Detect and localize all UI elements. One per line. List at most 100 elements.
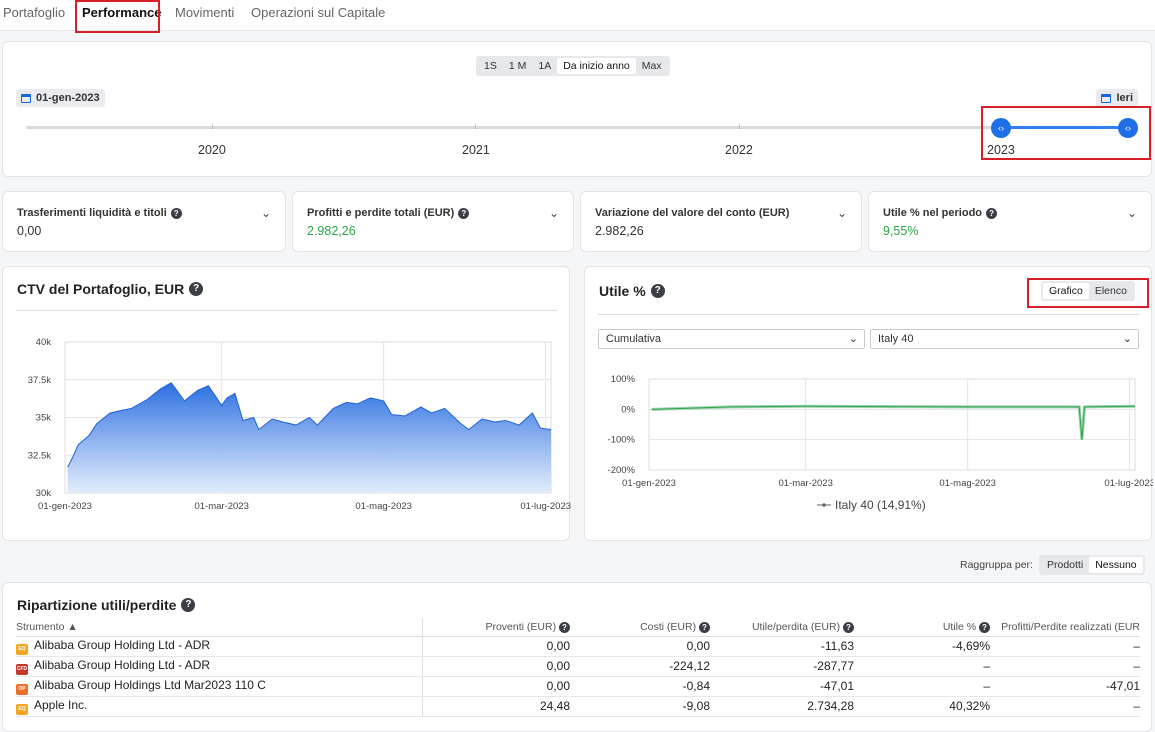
calendar-icon bbox=[1101, 93, 1112, 103]
view-grafico-button[interactable]: Grafico bbox=[1043, 283, 1089, 299]
x-tick-label: 01-lug-2023 bbox=[1104, 478, 1153, 489]
end-date-picker[interactable]: Ieri bbox=[1096, 89, 1138, 107]
col-utile-pct[interactable]: Utile % ? bbox=[854, 618, 990, 637]
cell-utile-pct: – bbox=[854, 656, 990, 677]
chevron-down-icon: ⌄ bbox=[848, 333, 858, 345]
instrument-name[interactable]: Apple Inc. bbox=[34, 697, 88, 712]
y-tick-label: 100% bbox=[611, 374, 636, 385]
help-icon[interactable]: ? bbox=[181, 598, 196, 612]
breakdown-table: Strumento ▲ Proventi (EUR) ? Costi (EUR)… bbox=[16, 618, 1140, 717]
range-start-handle[interactable]: ‹› bbox=[991, 118, 1011, 138]
x-tick-label: 01-mar-2023 bbox=[194, 501, 248, 512]
start-date-picker[interactable]: 01-gen-2023 bbox=[16, 89, 105, 107]
table-row[interactable]: OP Alibaba Group Holdings Ltd Mar2023 110… bbox=[16, 676, 1140, 697]
x-tick-label: 01-gen-2023 bbox=[622, 478, 676, 489]
kpi-value-period-return: 9,55% bbox=[883, 224, 919, 238]
kpi-label-total-pl: Profitti e perdite totali (EUR)? bbox=[307, 207, 470, 219]
col-costi[interactable]: Costi (EUR) ? bbox=[570, 618, 710, 637]
timeline-tick bbox=[739, 124, 740, 129]
cell-utile-pct: 40,32% bbox=[854, 696, 990, 717]
x-tick-label: 01-gen-2023 bbox=[38, 501, 92, 512]
cell-proventi: 24,48 bbox=[422, 696, 570, 717]
chevron-down-icon[interactable]: ⌄ bbox=[836, 206, 847, 220]
help-icon[interactable]: ? bbox=[650, 284, 665, 298]
chevron-down-icon[interactable]: ⌄ bbox=[1126, 206, 1137, 220]
end-date: Ieri bbox=[1116, 92, 1133, 104]
col-label: Utile % bbox=[942, 620, 977, 633]
highlight-performance-tab bbox=[75, 0, 160, 33]
mode-select[interactable]: Cumulativa ⌄ bbox=[598, 329, 865, 349]
tab-bar: Portafoglio Performance Movimenti Operaz… bbox=[0, 0, 1155, 31]
cell-utile: -47,01 bbox=[710, 676, 854, 697]
tab-portafoglio[interactable]: Portafoglio bbox=[3, 5, 66, 20]
timeline-selected-range bbox=[1001, 126, 1128, 129]
col-label: Costi (EUR) bbox=[640, 620, 697, 633]
instrument-name[interactable]: Alibaba Group Holding Ltd - ADR bbox=[34, 637, 211, 652]
col-strumento[interactable]: Strumento ▲ bbox=[16, 618, 423, 637]
help-icon[interactable]: ? bbox=[559, 621, 570, 633]
kpi-card-transfers: Trasferimenti liquidità e titoli? 0,00 ⌄ bbox=[2, 191, 286, 252]
col-proventi[interactable]: Proventi (EUR) ? bbox=[422, 618, 570, 637]
divider bbox=[598, 314, 1139, 315]
ctv-area bbox=[67, 382, 552, 493]
calendar-icon bbox=[21, 93, 31, 103]
chevron-down-icon[interactable]: ⌄ bbox=[548, 206, 559, 220]
kpi-card-account-change: Variazione del valore del conto (EUR) 2.… bbox=[580, 191, 862, 252]
instrument-name[interactable]: Alibaba Group Holdings Ltd Mar2023 110 C bbox=[34, 677, 266, 692]
cell-utile: 2.734,28 bbox=[710, 696, 854, 717]
period-max-button[interactable]: Max bbox=[641, 60, 662, 72]
breakdown-title: Ripartizione utili/perdite? bbox=[17, 597, 196, 613]
table-row[interactable]: EQ Apple Inc. 24,48 -9,08 2.734,28 40,32%… bbox=[16, 696, 1140, 717]
view-elenco-button[interactable]: Elenco bbox=[1094, 285, 1127, 297]
timeline-tick bbox=[212, 124, 213, 129]
help-icon[interactable]: ? bbox=[170, 207, 182, 219]
help-icon[interactable]: ? bbox=[986, 207, 998, 219]
table-header-row: Strumento ▲ Proventi (EUR) ? Costi (EUR)… bbox=[16, 618, 1140, 637]
highlight-range-slider bbox=[981, 106, 1151, 160]
tab-performance[interactable]: Performance bbox=[82, 5, 162, 20]
equity-icon: EQ bbox=[16, 703, 28, 715]
kpi-value-account-change: 2.982,26 bbox=[595, 224, 644, 238]
year-label: 2020 bbox=[198, 143, 226, 157]
chevron-down-icon[interactable]: ⌄ bbox=[260, 206, 271, 220]
x-tick-label: 01-lug-2023 bbox=[520, 501, 571, 512]
period-1a-button[interactable]: 1A bbox=[538, 60, 552, 72]
y-tick-label: -100% bbox=[608, 435, 636, 446]
help-icon[interactable]: ? bbox=[843, 621, 854, 633]
col-label: Proventi (EUR) bbox=[485, 620, 557, 633]
group-prodotti-button[interactable]: Prodotti bbox=[1047, 559, 1084, 571]
cell-utile: -287,77 bbox=[710, 656, 854, 677]
period-selector-card: 1S 1 M 1A Da inizio anno Max 01-gen-2023… bbox=[2, 41, 1152, 177]
kpi-label-text: Utile % nel periodo bbox=[883, 207, 983, 219]
period-1m-button[interactable]: 1 M bbox=[508, 60, 527, 72]
y-tick-label: -200% bbox=[608, 465, 636, 476]
utile-title-text: Utile % bbox=[599, 283, 646, 299]
group-nessuno-button[interactable]: Nessuno bbox=[1089, 557, 1143, 573]
help-icon[interactable]: ? bbox=[458, 207, 470, 219]
tab-operazioni-capitale[interactable]: Operazioni sul Capitale bbox=[251, 5, 386, 20]
period-1s-button[interactable]: 1S bbox=[484, 60, 497, 72]
legend-marker bbox=[822, 503, 826, 507]
tab-movimenti[interactable]: Movimenti bbox=[175, 5, 235, 20]
cell-proventi: 0,00 bbox=[422, 656, 570, 677]
series-band bbox=[651, 404, 1136, 440]
range-end-handle[interactable]: ‹› bbox=[1118, 118, 1138, 138]
kpi-label-text: Variazione del valore del conto (EUR) bbox=[595, 207, 790, 219]
col-utile[interactable]: Utile/perdita (EUR) ? bbox=[710, 618, 854, 637]
kpi-value-total-pl: 2.982,26 bbox=[307, 224, 356, 238]
col-label: Utile/perdita (EUR) bbox=[751, 620, 841, 633]
table-row[interactable]: EQ Alibaba Group Holding Ltd - ADR 0,00 0… bbox=[16, 636, 1140, 657]
col-realizzati[interactable]: Profitti/Perdite realizzati (EUR bbox=[990, 618, 1140, 637]
help-icon[interactable]: ? bbox=[189, 282, 204, 296]
help-icon[interactable]: ? bbox=[979, 621, 990, 633]
y-tick-label: 32.5k bbox=[28, 450, 51, 461]
plot-frame bbox=[648, 378, 1136, 471]
index-select[interactable]: Italy 40 ⌄ bbox=[870, 329, 1139, 349]
instrument-name[interactable]: Alibaba Group Holding Ltd - ADR bbox=[34, 657, 211, 672]
x-tick-label: 01-mar-2023 bbox=[778, 478, 832, 489]
help-icon[interactable]: ? bbox=[699, 621, 710, 633]
kpi-label-period-return: Utile % nel periodo? bbox=[883, 207, 998, 219]
period-ytd-button[interactable]: Da inizio anno bbox=[557, 58, 636, 74]
y-tick-label: 37.5k bbox=[28, 375, 51, 386]
table-row[interactable]: CFD Alibaba Group Holding Ltd - ADR 0,00 … bbox=[16, 656, 1140, 677]
